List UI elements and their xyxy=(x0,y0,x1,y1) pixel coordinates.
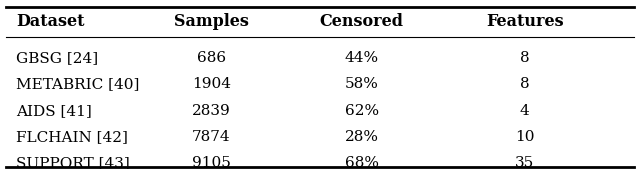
Text: 8: 8 xyxy=(520,78,530,91)
Text: Samples: Samples xyxy=(174,14,248,30)
Text: GBSG [24]: GBSG [24] xyxy=(16,51,98,65)
Text: 9105: 9105 xyxy=(192,156,230,169)
Text: AIDS [41]: AIDS [41] xyxy=(16,104,92,118)
Text: 686: 686 xyxy=(196,51,226,65)
Text: SUPPORT [43]: SUPPORT [43] xyxy=(16,156,130,169)
Text: Censored: Censored xyxy=(319,14,404,30)
Text: 62%: 62% xyxy=(344,104,379,118)
Text: 7874: 7874 xyxy=(192,130,230,144)
Text: 35: 35 xyxy=(515,156,534,169)
Text: Features: Features xyxy=(486,14,564,30)
Text: 68%: 68% xyxy=(344,156,379,169)
Text: FLCHAIN [42]: FLCHAIN [42] xyxy=(16,130,128,144)
Text: 44%: 44% xyxy=(344,51,379,65)
Text: 58%: 58% xyxy=(345,78,378,91)
Text: 4: 4 xyxy=(520,104,530,118)
Text: Dataset: Dataset xyxy=(16,14,84,30)
Text: METABRIC [40]: METABRIC [40] xyxy=(16,78,140,91)
Text: 2839: 2839 xyxy=(192,104,230,118)
Text: 10: 10 xyxy=(515,130,534,144)
Text: 1904: 1904 xyxy=(192,78,230,91)
Text: 8: 8 xyxy=(520,51,530,65)
Text: 28%: 28% xyxy=(344,130,379,144)
